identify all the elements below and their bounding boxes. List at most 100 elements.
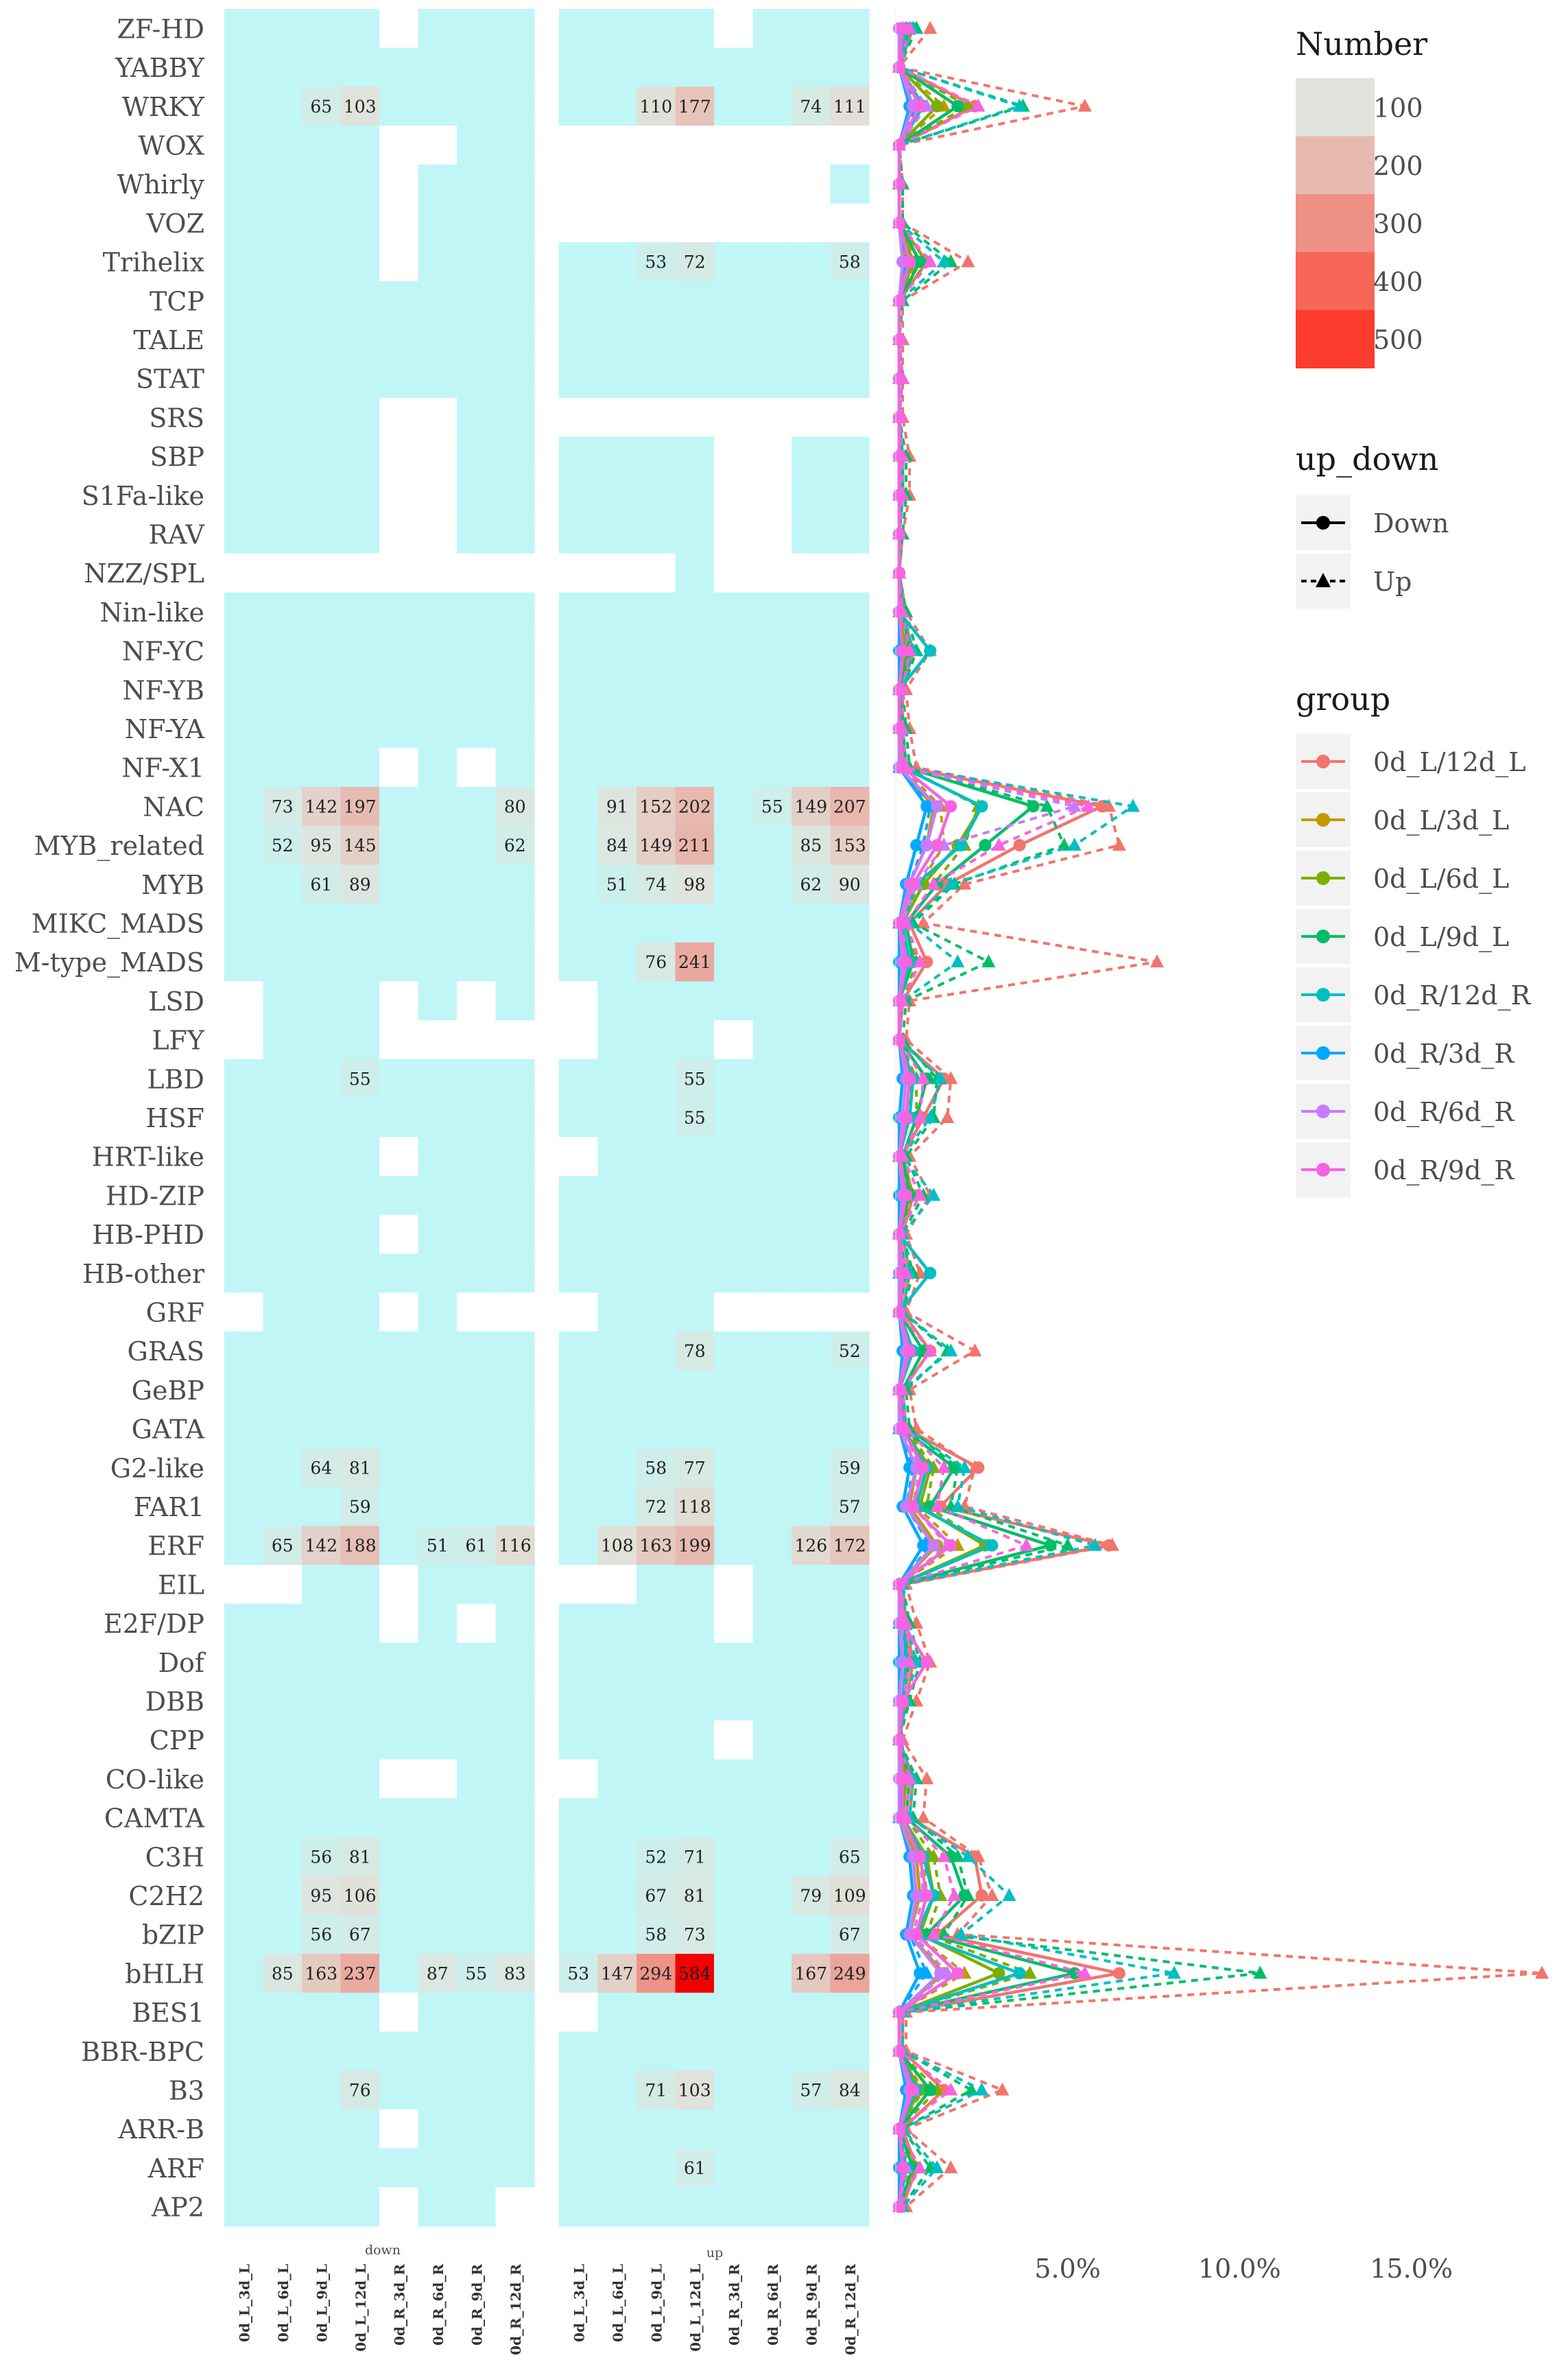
cell-value-label: 81 — [684, 1886, 706, 1906]
heat-cell — [457, 864, 497, 904]
heat-cell — [495, 1176, 535, 1216]
series-point-down — [979, 839, 992, 852]
cell-value-label: 149 — [794, 796, 827, 816]
series-point-down — [896, 2161, 910, 2174]
heat-cell — [714, 904, 754, 943]
heat-cell — [637, 436, 676, 476]
heat-cell — [302, 2187, 342, 2227]
heat-cell — [559, 1681, 599, 1721]
heat-cell — [263, 1876, 302, 1915]
heat-cell — [752, 748, 792, 788]
heat-cell — [379, 864, 419, 904]
series-point-down — [917, 1461, 930, 1474]
series-point-up — [961, 254, 975, 268]
series-point-up — [896, 449, 910, 462]
heat-cell — [792, 1098, 831, 1137]
heat-cell — [675, 1292, 715, 1332]
cell-value-label: 98 — [684, 875, 706, 895]
series-point-down — [931, 800, 944, 813]
cell-value-label: 188 — [344, 1536, 377, 1556]
heat-cell — [675, 1098, 715, 1137]
heat-cell — [457, 1642, 497, 1682]
series-point-up — [899, 1265, 914, 1279]
heat-cell — [340, 942, 380, 982]
heat-cell — [752, 553, 792, 593]
heat-cell — [752, 164, 792, 204]
cell-value-label: 241 — [678, 952, 711, 972]
family-label: GATA — [132, 1415, 205, 1445]
legend-number-label: 500 — [1373, 324, 1423, 355]
heat-cell — [675, 1253, 715, 1293]
heat-cell — [637, 86, 676, 126]
heat-cell — [559, 1915, 599, 1954]
heat-cell — [379, 1876, 419, 1915]
legend-number-label: 100 — [1373, 93, 1423, 123]
cell-value-label: 584 — [678, 1963, 711, 1983]
heat-cell — [752, 2031, 792, 2071]
heat-cell — [714, 1565, 754, 1605]
heat-cell — [418, 1837, 458, 1877]
heat-cell — [495, 1409, 535, 1449]
heat-cell — [675, 1837, 715, 1877]
heat-cell — [559, 1409, 599, 1449]
heat-cell — [830, 1876, 870, 1915]
heat-cell — [792, 787, 831, 827]
heat-cell — [418, 864, 458, 904]
heat-cell — [263, 126, 302, 165]
heat-cell — [224, 1837, 264, 1877]
heat-cell — [418, 709, 458, 748]
heat-cell — [457, 1681, 497, 1721]
cell-value-label: 142 — [305, 796, 337, 816]
heat-cell — [495, 709, 535, 748]
heat-cell — [830, 164, 870, 204]
heat-cell — [457, 709, 497, 748]
heat-cell — [263, 1526, 302, 1566]
heat-cell — [792, 47, 831, 87]
heat-cell — [340, 320, 380, 359]
heat-cell — [340, 592, 380, 632]
heat-cell — [263, 1292, 302, 1332]
cell-value-label: 76 — [349, 2080, 371, 2100]
column-label: 0d_L_3d_L — [571, 2264, 587, 2342]
heat-cell — [559, 515, 599, 554]
heat-cell — [495, 1448, 535, 1488]
heat-cell — [379, 1059, 419, 1099]
heat-cell — [302, 9, 342, 49]
heat-cell — [224, 126, 264, 165]
heat-cell — [418, 1565, 458, 1605]
heat-cell — [830, 1798, 870, 1838]
heat-cell — [340, 1837, 380, 1877]
series-point-up — [896, 720, 910, 734]
series-point-up — [961, 1887, 975, 1901]
heat-cell — [224, 1565, 264, 1605]
series-line-up — [897, 27, 1175, 2208]
legend-number-label: 300 — [1373, 209, 1423, 239]
heat-cell — [714, 1292, 754, 1332]
series-point-up — [1078, 1965, 1092, 1979]
series-point-up — [995, 2082, 1010, 2096]
heat-cell — [457, 1331, 497, 1371]
heat-cell — [559, 359, 599, 399]
heat-cell — [340, 709, 380, 748]
heat-cell — [263, 1059, 302, 1099]
heat-cell — [559, 864, 599, 904]
cell-value-label: 65 — [839, 1847, 861, 1867]
cell-value-label: 163 — [305, 1963, 337, 1983]
heat-cell — [675, 1642, 715, 1682]
heat-cell — [379, 1176, 419, 1216]
series-point-down — [924, 1266, 937, 1279]
heat-cell — [495, 164, 535, 204]
heat-cell — [263, 904, 302, 943]
cell-value-label: 57 — [839, 1497, 861, 1517]
legend-number-bar: 100 200 300 400 500 — [1296, 78, 1423, 368]
series-point-down — [986, 1539, 999, 1552]
heat-cell — [792, 631, 831, 671]
cell-value-label: 145 — [344, 836, 377, 855]
series-point-up — [916, 1071, 931, 1085]
cell-value-label: 91 — [606, 796, 628, 816]
heat-cell — [714, 1409, 754, 1449]
heat-cell — [830, 1603, 870, 1643]
heat-cell — [792, 515, 831, 554]
legend-triangle-marker — [1316, 573, 1331, 587]
family-label: DBB — [145, 1686, 204, 1716]
